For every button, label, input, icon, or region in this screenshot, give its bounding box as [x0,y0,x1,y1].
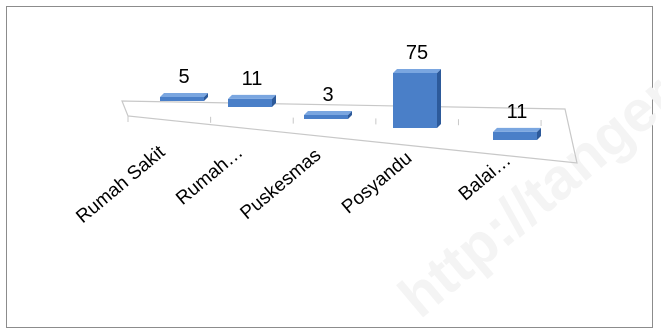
bar-side [204,93,208,101]
bar-top [304,111,352,115]
bar-series [160,69,541,140]
bar-side [272,94,276,107]
bar-top [228,94,276,99]
x-axis-ticks [127,116,542,126]
bar [160,97,204,101]
data-label: 11 [507,101,528,123]
bar [393,73,437,128]
data-label: 5 [178,66,189,88]
data-label: 3 [322,84,333,106]
category-label: Rumah… [172,142,247,210]
bar-top [393,69,441,73]
category-label: Puskesmas [236,145,325,224]
data-label: 75 [406,42,428,64]
bar [304,115,348,119]
category-labels: Rumah Sakit Rumah…Puskesmas Posyandu Balai… [72,141,515,227]
bar [493,131,537,140]
bar-top [493,127,541,132]
category-label: Rumah Sakit [72,141,169,227]
category-label: Posyandu [338,148,416,218]
bar-side [537,127,541,140]
bar [228,98,272,107]
bar-side [348,111,352,119]
bar-top [160,93,208,97]
bar-side [437,69,441,128]
data-label: 11 [242,68,263,90]
data-labels: 5 11 3 75 11 [178,42,527,123]
chart-frame [6,6,653,328]
